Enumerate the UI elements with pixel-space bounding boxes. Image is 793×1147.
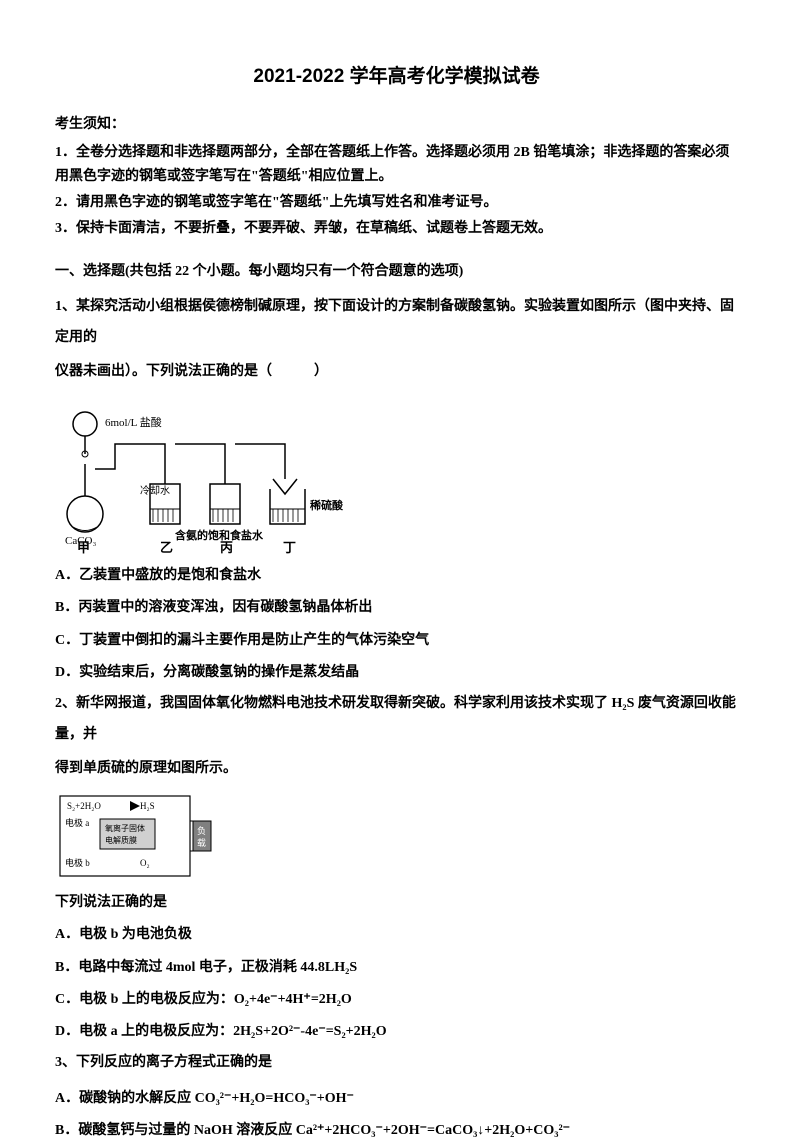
q2-figure: S₂+2H₂O H₂S 电极 a 氧离子固体 电解质膜 电极 b O₂ 负 载: [55, 791, 738, 881]
label-membrane-2: 电解质膜: [105, 835, 137, 845]
q2-stem-line1: 2、新华网报道，我国固体氧化物燃料电池技术研发取得新突破。科学家利用该技术实现了…: [55, 689, 738, 751]
q1-stem-line2: 仪器未画出）。下列说法正确的是（ ）: [55, 357, 738, 388]
q1-option-a: A．乙装置中盛放的是饱和食盐水: [55, 560, 738, 592]
instruction-3: 3．保持卡面清洁，不要折叠，不要弄破、弄皱，在草稿纸、试题卷上答题无效。: [55, 217, 738, 241]
label-yi: 乙: [160, 540, 173, 554]
label-membrane-1: 氧离子固体: [105, 823, 145, 833]
q2-option-c: C．电极 b 上的电极反应为：O₂+4e⁻+4H⁺=2H₂O: [55, 984, 738, 1016]
label-load-1: 负: [197, 825, 206, 836]
q1-figure: 6mol/L 盐酸 冷却水 稀硫酸 CaCO₃ 含氨的饱和食盐水 甲 乙 丙 丁: [55, 394, 738, 554]
q3-option-a: A．碳酸钠的水解反应 CO₃²⁻+H₂O=HCO₃⁻+OH⁻: [55, 1083, 738, 1115]
label-ding: 丁: [283, 540, 296, 554]
label-top: S₂+2H₂O: [67, 801, 101, 811]
apparatus-diagram-icon: 6mol/L 盐酸 冷却水 稀硫酸 CaCO₃ 含氨的饱和食盐水 甲 乙 丙 丁: [55, 394, 355, 554]
instruction-2: 2．请用黑色字迹的钢笔或签字笔在"答题纸"上先填写姓名和准考证号。: [55, 191, 738, 215]
q1-option-d: D．实验结束后，分离碳酸氢钠的操作是蒸发结晶: [55, 657, 738, 689]
q1-stem-line1: 1、某探究活动小组根据侯德榜制碱原理，按下面设计的方案制备碳酸氢钠。实验装置如图…: [55, 292, 738, 354]
exam-title: 2021-2022 学年高考化学模拟试卷: [55, 60, 738, 94]
q3-stem: 3、下列反应的离子方程式正确的是: [55, 1048, 738, 1079]
label-bing: 丙: [220, 540, 233, 554]
label-h2so4: 稀硫酸: [310, 498, 344, 512]
label-o2: O₂: [140, 858, 150, 868]
q1-option-b: B．丙装置中的溶液变浑浊，因有碳酸氢钠晶体析出: [55, 592, 738, 624]
label-jia: 甲: [77, 540, 90, 554]
q2-stem-line2: 得到单质硫的原理如图所示。: [55, 754, 738, 785]
q2-option-a: A．电极 b 为电池负极: [55, 919, 738, 951]
instruction-1: 1．全卷分选择题和非选择题两部分，全部在答题纸上作答。选择题必须用 2B 铅笔填…: [55, 141, 738, 189]
section-1-title: 一、选择题(共包括 22 个小题。每小题均只有一个符合题意的选项): [55, 259, 738, 284]
label-cold: 冷却水: [140, 484, 170, 497]
q2-option-b: B．电路中每流过 4mol 电子，正极消耗 44.8LH₂S: [55, 952, 738, 984]
q2-option-d: D．电极 a 上的电极反应为：2H₂S+2O²⁻-4e⁻=S₂+2H₂O: [55, 1016, 738, 1048]
label-h2s: H₂S: [140, 801, 155, 811]
label-electrode-b: 电极 b: [65, 857, 90, 868]
q3-option-b: B．碳酸氢钙与过量的 NaOH 溶液反应 Ca²⁺+2HCO₃⁻+2OH⁻=Ca…: [55, 1115, 738, 1147]
label-load-2: 载: [197, 837, 206, 848]
label-hcl: 6mol/L 盐酸: [105, 415, 162, 429]
label-electrode-a: 电极 a: [65, 817, 89, 828]
label-nh3: 含氨的饱和食盐水: [174, 528, 264, 542]
fuel-cell-diagram-icon: S₂+2H₂O H₂S 电极 a 氧离子固体 电解质膜 电极 b O₂ 负 载: [55, 791, 225, 881]
q1-option-c: C．丁装置中倒扣的漏斗主要作用是防止产生的气体污染空气: [55, 625, 738, 657]
notice-header: 考生须知：: [55, 112, 738, 137]
q2-pre-options: 下列说法正确的是: [55, 887, 738, 919]
